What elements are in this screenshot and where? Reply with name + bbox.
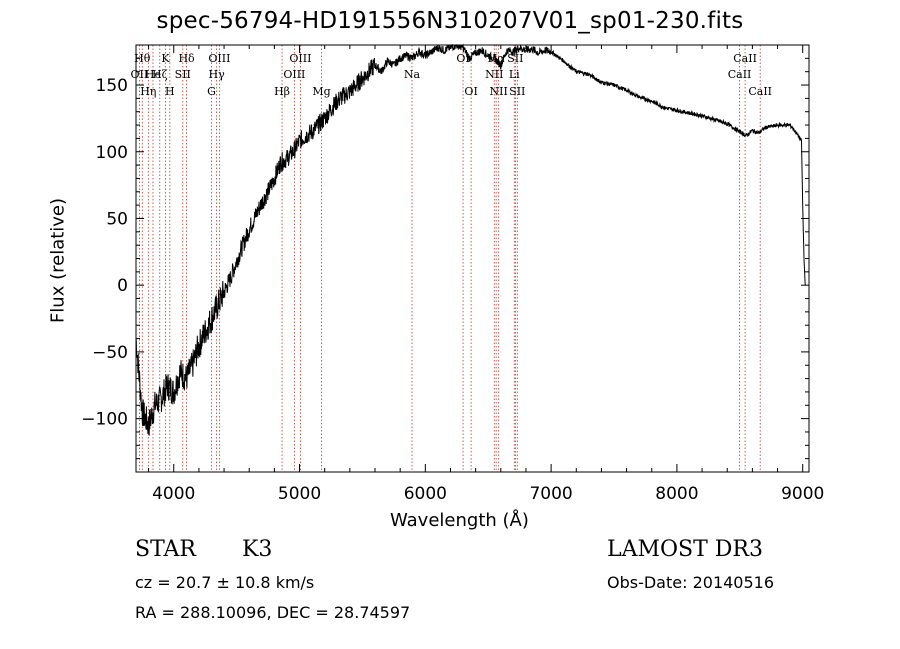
y-tick-label: 0: [117, 276, 128, 296]
x-tick-label: 9000: [781, 484, 824, 504]
y-axis-title: Flux (relative): [47, 197, 69, 324]
object-class: STAR: [135, 537, 196, 562]
line-marker-label: OI: [456, 52, 469, 65]
y-tick-label: 50: [106, 209, 128, 229]
line-marker-label: K: [161, 52, 170, 65]
x-tick-label: 5000: [278, 484, 321, 504]
line-marker-label: OIII: [283, 68, 305, 81]
line-marker-label: SII: [175, 68, 191, 81]
line-marker-label: OII: [131, 68, 149, 81]
line-marker-label: Hβ: [274, 85, 290, 98]
x-tick-label: 4000: [152, 484, 195, 504]
y-tick-label: −50: [92, 343, 128, 363]
x-tick-label: 6000: [404, 484, 447, 504]
x-axis-ticks: 4000 5000 6000 7000 8000 9000: [148, 45, 824, 504]
line-marker-label: Na: [404, 68, 421, 81]
line-marker-label: Hη: [140, 85, 156, 98]
line-marker-label: Hθ: [134, 52, 151, 65]
line-marker-label: He: [145, 68, 161, 81]
line-marker-label: OI: [464, 85, 477, 98]
line-marker-label: SII: [507, 52, 523, 65]
line-marker-label: SII: [509, 85, 525, 98]
y-tick-label: 100: [96, 143, 128, 163]
survey-name: LAMOST DR3: [607, 537, 763, 562]
line-marker-label: OIII: [289, 52, 311, 65]
redshift-cz: cz = 20.7 ± 10.8 km/s: [135, 573, 315, 592]
y-axis-ticks: −100 −50 0 50 100 150: [81, 57, 809, 460]
line-marker-label: Hζ: [152, 68, 168, 81]
line-marker-label: Mg: [312, 85, 330, 98]
line-marker-label: NII: [485, 68, 503, 81]
observation-date: Obs-Date: 20140516: [607, 573, 775, 592]
x-tick-label: 7000: [529, 484, 572, 504]
spectral-line-labels: OIIHθHηHeHζKHSIIHδGHγOIIIHβOIIIOIIIMgNaO…: [131, 52, 772, 98]
line-marker-label: H: [165, 85, 175, 98]
spectrum-line: [135, 43, 806, 436]
line-marker-label: NII: [490, 85, 508, 98]
x-axis-title: Wavelength (Å): [390, 510, 529, 531]
y-tick-label: −100: [81, 410, 128, 430]
x-tick-label: 8000: [655, 484, 698, 504]
line-marker-label: OIII: [208, 52, 230, 65]
y-tick-label: 150: [96, 76, 128, 96]
line-marker-label: CaII: [728, 68, 752, 81]
line-marker-label: Hγ: [209, 68, 226, 81]
line-marker-label: G: [207, 85, 216, 98]
line-marker-label: Li: [509, 68, 520, 81]
line-marker-label: CaII: [733, 52, 757, 65]
ra-dec-coordinates: RA = 288.10096, DEC = 28.74597: [135, 603, 411, 622]
object-subclass: K3: [242, 537, 273, 562]
chart-title: spec-56794-HD191556N310207V01_sp01-230.f…: [156, 8, 744, 34]
line-marker-label: Hδ: [178, 52, 195, 65]
line-marker-label: Hα: [488, 52, 506, 65]
line-marker-label: CaII: [748, 85, 772, 98]
